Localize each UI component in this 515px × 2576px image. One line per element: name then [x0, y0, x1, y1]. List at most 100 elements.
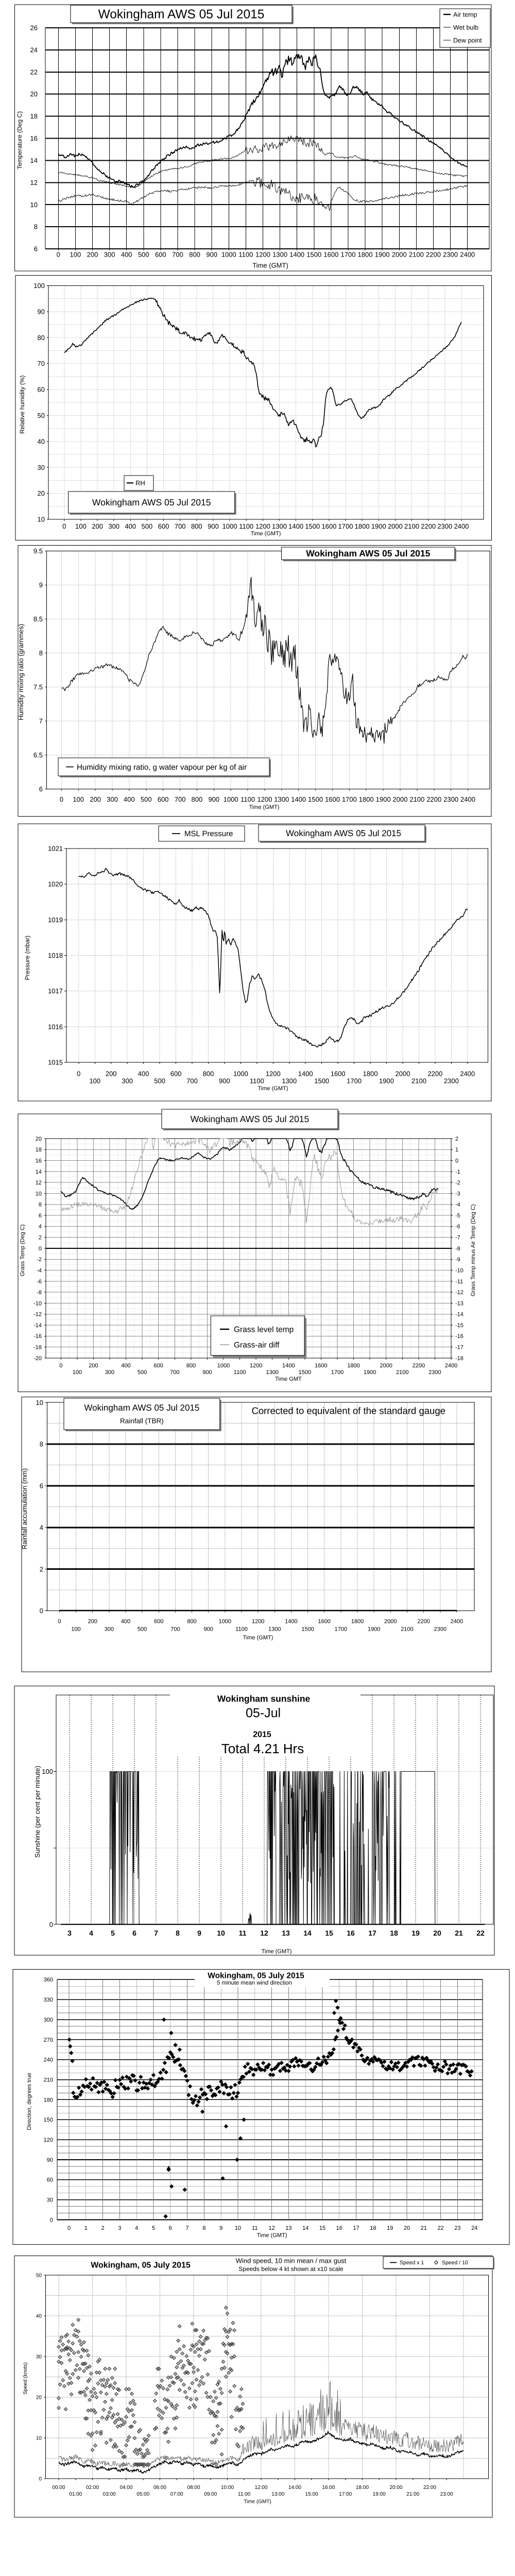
- svg-text:5: 5: [152, 2225, 155, 2231]
- svg-text:Grass Temp minus Air Temp (Deg: Grass Temp minus Air Temp (Deg C): [470, 1204, 476, 1296]
- svg-text:-13: -13: [455, 1300, 464, 1307]
- svg-text:700: 700: [170, 1626, 180, 1633]
- svg-text:2100: 2100: [409, 251, 424, 259]
- svg-text:1800: 1800: [363, 1070, 378, 1078]
- svg-text:-17: -17: [455, 1345, 464, 1351]
- svg-text:06:00: 06:00: [153, 2485, 166, 2490]
- svg-text:400: 400: [124, 795, 135, 803]
- svg-text:Time (GMT): Time (GMT): [258, 1086, 288, 1092]
- svg-text:Wokingham, 05 July 2015: Wokingham, 05 July 2015: [91, 2261, 191, 2270]
- svg-text:1900: 1900: [364, 1369, 376, 1376]
- svg-text:1500: 1500: [308, 795, 323, 803]
- svg-text:00:00: 00:00: [52, 2485, 65, 2490]
- svg-text:17: 17: [368, 1929, 376, 1937]
- svg-text:600: 600: [170, 1070, 182, 1078]
- svg-text:-6: -6: [37, 1279, 42, 1285]
- svg-text:Speed / 10: Speed / 10: [442, 2260, 468, 2266]
- svg-text:1500: 1500: [314, 1077, 329, 1085]
- svg-text:-7: -7: [455, 1235, 460, 1241]
- svg-text:07:00: 07:00: [170, 2492, 183, 2497]
- svg-text:Pressure (mbar): Pressure (mbar): [24, 936, 31, 980]
- svg-text:Wokingham sunshine: Wokingham sunshine: [217, 1693, 311, 1704]
- svg-text:8: 8: [34, 223, 38, 231]
- svg-text:0: 0: [40, 1607, 43, 1615]
- svg-text:Time (GMT): Time (GMT): [251, 531, 281, 537]
- svg-text:700: 700: [175, 795, 186, 803]
- svg-text:1300: 1300: [274, 795, 289, 803]
- svg-text:14: 14: [302, 2225, 308, 2231]
- svg-text:6: 6: [169, 2225, 172, 2231]
- svg-text:Wokingham, 05 July 2015: Wokingham, 05 July 2015: [208, 1971, 304, 1980]
- svg-text:1020: 1020: [48, 880, 63, 888]
- svg-text:240: 240: [44, 2057, 53, 2063]
- svg-text:9: 9: [197, 1929, 201, 1937]
- svg-text:400: 400: [121, 1619, 130, 1625]
- svg-text:-12: -12: [455, 1290, 464, 1296]
- svg-text:Wokingham AWS 05 Jul 2015: Wokingham AWS 05 Jul 2015: [84, 1403, 199, 1413]
- svg-text:10: 10: [30, 201, 38, 209]
- svg-text:Time GMT: Time GMT: [275, 1376, 302, 1382]
- svg-text:1100: 1100: [235, 1626, 248, 1633]
- svg-text:Time (GMT): Time (GMT): [249, 804, 280, 810]
- svg-text:-8: -8: [37, 1290, 42, 1296]
- svg-text:2000: 2000: [384, 1619, 397, 1625]
- svg-text:2100: 2100: [411, 1077, 426, 1085]
- svg-text:2000: 2000: [392, 251, 407, 259]
- svg-text:500: 500: [142, 522, 153, 530]
- svg-text:5 minute mean wind direction: 5 minute mean wind direction: [217, 1980, 292, 1986]
- svg-text:-10: -10: [455, 1267, 464, 1274]
- svg-text:0: 0: [39, 2477, 42, 2482]
- svg-text:Rainfall accumulation (mm): Rainfall accumulation (mm): [21, 1468, 28, 1550]
- svg-text:-12: -12: [33, 1312, 42, 1318]
- svg-text:1200: 1200: [252, 1619, 264, 1625]
- svg-text:1200: 1200: [255, 522, 270, 530]
- svg-text:2200: 2200: [421, 522, 436, 530]
- svg-text:9: 9: [219, 2225, 222, 2231]
- svg-text:Wokingham AWS 05 Jul 2015: Wokingham AWS 05 Jul 2015: [92, 497, 211, 507]
- svg-text:1800: 1800: [355, 522, 370, 530]
- svg-text:2: 2: [455, 1136, 458, 1142]
- svg-text:15:00: 15:00: [305, 2492, 318, 2497]
- svg-text:12:00: 12:00: [254, 2485, 267, 2490]
- svg-text:210: 210: [44, 2077, 53, 2083]
- svg-text:Wokingham AWS 05 Jul 2015: Wokingham AWS 05 Jul 2015: [286, 828, 401, 838]
- svg-text:24: 24: [471, 2225, 477, 2231]
- svg-text:2000: 2000: [380, 1363, 392, 1369]
- svg-text:-2: -2: [37, 1257, 42, 1263]
- svg-text:2: 2: [40, 1565, 43, 1573]
- svg-text:20: 20: [36, 1136, 42, 1142]
- svg-text:2100: 2100: [396, 1369, 408, 1376]
- svg-text:1015: 1015: [48, 1059, 63, 1066]
- svg-text:200: 200: [90, 795, 101, 803]
- svg-text:12: 12: [36, 1180, 42, 1186]
- svg-text:20: 20: [36, 2395, 42, 2401]
- svg-text:Rainfall (TBR): Rainfall (TBR): [120, 1417, 164, 1425]
- svg-text:2400: 2400: [460, 1070, 475, 1078]
- svg-text:Wet bulb: Wet bulb: [453, 24, 478, 31]
- svg-text:300: 300: [44, 2017, 53, 2023]
- svg-text:-2: -2: [455, 1180, 460, 1186]
- svg-text:500: 500: [138, 251, 149, 259]
- svg-text:10:00: 10:00: [221, 2485, 234, 2490]
- svg-text:7.5: 7.5: [33, 683, 43, 691]
- svg-text:1: 1: [455, 1147, 458, 1153]
- svg-text:300: 300: [122, 1077, 133, 1085]
- svg-text:Dew point: Dew point: [453, 37, 482, 44]
- svg-text:900: 900: [208, 522, 219, 530]
- svg-text:-14: -14: [33, 1323, 42, 1329]
- svg-text:2100: 2100: [409, 795, 424, 803]
- svg-text:0: 0: [59, 1363, 62, 1369]
- svg-text:1100: 1100: [234, 1369, 246, 1376]
- svg-text:1300: 1300: [272, 522, 287, 530]
- svg-text:6.5: 6.5: [33, 751, 43, 759]
- svg-text:14: 14: [36, 1169, 42, 1175]
- svg-text:2000: 2000: [393, 795, 408, 803]
- svg-text:100: 100: [71, 1626, 80, 1633]
- svg-text:300: 300: [108, 522, 119, 530]
- svg-text:1400: 1400: [298, 1070, 313, 1078]
- svg-text:1800: 1800: [347, 1363, 359, 1369]
- svg-text:500: 500: [138, 1626, 147, 1633]
- svg-text:02:00: 02:00: [86, 2485, 99, 2490]
- svg-text:01:00: 01:00: [69, 2492, 82, 2497]
- svg-text:Total 4.21 Hrs: Total 4.21 Hrs: [221, 1741, 304, 1756]
